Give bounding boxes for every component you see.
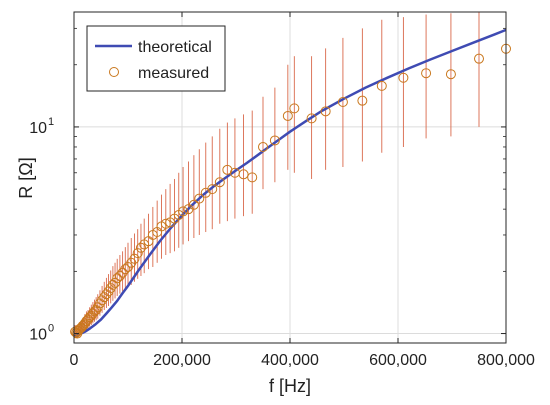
measured-point: [445, 69, 456, 80]
measured-point: [320, 106, 331, 117]
x-tick-label: 400,000: [261, 352, 319, 369]
y-axis-label: R [Ω]: [16, 157, 36, 198]
measured-point: [337, 97, 348, 108]
measured-point: [289, 103, 300, 114]
measured-point: [247, 172, 258, 183]
measured-point: [132, 248, 143, 259]
measured-point: [207, 184, 218, 195]
y-tick-exponent: 1: [48, 116, 54, 128]
measured-point: [120, 264, 131, 275]
legend-measured-label: measured: [138, 65, 209, 82]
x-tick-label: 800,000: [477, 352, 535, 369]
measured-point: [258, 141, 268, 152]
measured-point: [135, 242, 146, 253]
measured-point: [117, 267, 128, 278]
measured-point: [114, 270, 125, 281]
measured-point: [398, 72, 409, 83]
x-tick-label: 200,000: [153, 352, 211, 369]
theoretical-line-layer: [73, 28, 507, 338]
measured-point: [306, 113, 317, 124]
measured-point: [269, 135, 280, 146]
measured-point: [84, 312, 95, 323]
measured-point: [421, 68, 432, 79]
measured-point: [188, 199, 199, 210]
legend-theoretical-label: theoretical: [138, 39, 212, 56]
measured-point: [200, 187, 211, 198]
measured-point: [474, 53, 484, 64]
measured-point: [238, 169, 249, 180]
measured-point: [357, 95, 368, 106]
measured-point: [376, 80, 387, 91]
theoretical-line: [73, 28, 507, 338]
measured-point: [194, 193, 205, 204]
legend: theoretical measured: [86, 25, 226, 92]
measured-point: [112, 273, 123, 284]
measured-point: [83, 314, 94, 325]
measured-point: [282, 110, 293, 121]
x-tick-labels: 0 200,000 400,000 600,000 800,000: [70, 352, 535, 369]
measured-point: [110, 277, 121, 288]
y-tick-base: 10: [29, 120, 47, 137]
axis-ticks: [73, 12, 507, 343]
y-tick-label: 10 0: [29, 323, 54, 344]
measured-marker-layer: [70, 43, 511, 339]
measured-point: [214, 177, 225, 188]
legend-box: [86, 25, 226, 92]
y-tick-label: 10 1: [29, 116, 54, 137]
measured-point: [160, 218, 171, 229]
legend-measured-swatch: [109, 67, 119, 77]
x-tick-label: 600,000: [369, 352, 427, 369]
x-tick-label: 0: [70, 352, 79, 369]
measured-point: [129, 253, 140, 264]
measured-point: [178, 206, 189, 217]
x-axis-label: f [Hz]: [269, 376, 311, 396]
y-tick-base: 10: [29, 327, 47, 344]
y-tick-exponent: 0: [48, 323, 54, 335]
measured-point: [87, 308, 98, 319]
